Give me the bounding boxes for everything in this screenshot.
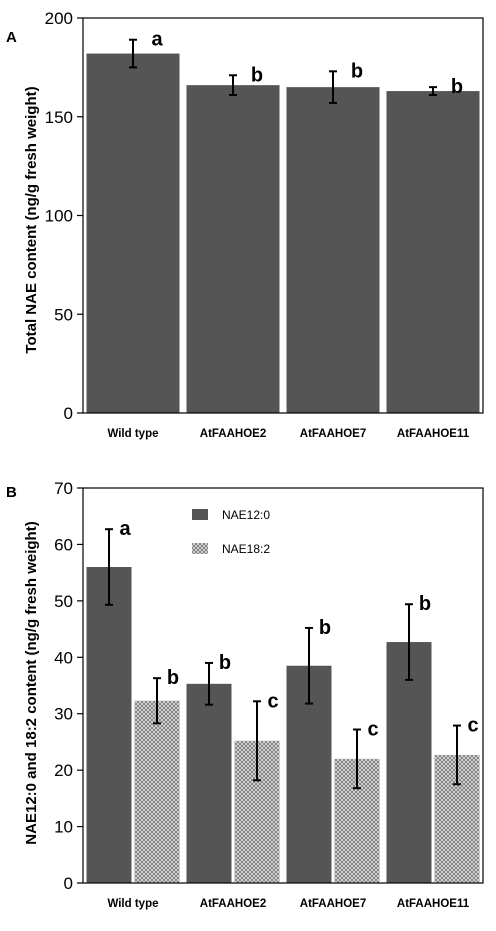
significance-letter-atfaahoe7: b <box>351 60 363 82</box>
y-tick-label: 100 <box>45 207 73 226</box>
bar-atfaahoe7 <box>286 87 380 413</box>
significance-letter-atfaahoe11: b <box>451 76 463 98</box>
bar-wild-type <box>86 53 180 414</box>
error-bar-wild-type <box>129 38 137 69</box>
bar-atfaahoe11 <box>386 91 480 413</box>
y-tick-label: 0 <box>64 874 73 893</box>
x-tick-label-atfaahoe11: AtFAAHOE11 <box>397 898 470 910</box>
y-tick-label: 0 <box>64 404 73 423</box>
error-bar-nae12-0-atfaahoe7 <box>305 626 313 705</box>
x-tick-label-atfaahoe7: AtFAAHOE7 <box>300 428 366 440</box>
legend-label-nae18-2: NAE18:2 <box>222 542 270 556</box>
significance-letter-nae12-0-atfaahoe11: b <box>419 593 431 615</box>
y-tick-label: 50 <box>54 305 73 324</box>
x-tick-label-atfaahoe2: AtFAAHOE2 <box>200 428 266 440</box>
panel-a-chart: A Total NAE content (ng/g fresh weight) … <box>6 9 484 440</box>
bar-nae18-2-wild-type <box>134 700 180 883</box>
x-tick-label-wild-type: Wild type <box>107 428 158 440</box>
significance-letter-atfaahoe2: b <box>251 64 263 86</box>
x-tick-label-atfaahoe7: AtFAAHOE7 <box>300 898 366 910</box>
significance-letter-nae12-0-wild-type: a <box>119 518 131 540</box>
significance-letter-nae18-2-atfaahoe11: c <box>467 715 478 737</box>
x-tick-label-atfaahoe11: AtFAAHOE11 <box>397 428 470 440</box>
error-bar-nae18-2-atfaahoe2 <box>253 700 261 782</box>
x-tick-label-atfaahoe2: AtFAAHOE2 <box>200 898 266 910</box>
bar-nae12-0-wild-type <box>86 567 132 883</box>
panel-a-y-axis-label: Total NAE content (ng/g fresh weight) <box>23 86 40 353</box>
significance-letter-nae18-2-wild-type: b <box>167 667 179 689</box>
y-tick-label: 70 <box>54 479 73 498</box>
significance-letter-nae12-0-atfaahoe7: b <box>319 617 331 639</box>
significance-letter-nae18-2-atfaahoe2: c <box>267 690 278 712</box>
significance-letter-nae18-2-atfaahoe7: c <box>367 719 378 741</box>
y-tick-label: 60 <box>54 535 73 554</box>
y-tick-label: 30 <box>54 705 73 724</box>
y-tick-label: 50 <box>54 592 73 611</box>
y-tick-label: 200 <box>45 9 73 28</box>
error-bar-atfaahoe11 <box>429 86 437 97</box>
error-bar-nae12-0-atfaahoe11 <box>405 603 413 681</box>
legend-label-nae12-0: NAE12:0 <box>222 508 270 522</box>
error-bar-atfaahoe2 <box>229 74 237 97</box>
panel-b-y-axis-label: NAE12:0 and 18:2 content (ng/g fresh wei… <box>23 521 40 844</box>
y-tick-label: 40 <box>54 648 73 667</box>
error-bar-atfaahoe7 <box>329 70 337 104</box>
error-bar-nae12-0-wild-type <box>105 528 113 606</box>
error-bar-nae12-0-atfaahoe2 <box>205 661 213 706</box>
error-bar-nae18-2-atfaahoe7 <box>353 728 361 790</box>
error-bar-nae18-2-atfaahoe11 <box>453 724 461 786</box>
bar-atfaahoe2 <box>186 85 280 414</box>
y-tick-label: 10 <box>54 818 73 837</box>
panel-b-plot-frame <box>82 487 484 884</box>
panel-b-chart: B NAE12:0 and 18:2 content (ng/g fresh w… <box>6 479 484 910</box>
error-bar-nae18-2-wild-type <box>153 677 161 725</box>
bar-nae12-0-atfaahoe11 <box>386 642 432 883</box>
panel-b-label: B <box>6 484 17 501</box>
legend-swatch-nae18-2 <box>192 543 208 554</box>
panel-b-legend: NAE12:0 NAE18:2 <box>192 508 270 556</box>
y-tick-label: 150 <box>45 108 73 127</box>
y-tick-label: 20 <box>54 761 73 780</box>
panel-a-label: A <box>6 29 17 46</box>
bar-nae12-0-atfaahoe2 <box>186 683 232 883</box>
significance-letter-nae12-0-atfaahoe2: b <box>219 652 231 674</box>
legend-swatch-nae12-0 <box>192 509 208 520</box>
x-tick-label-wild-type: Wild type <box>107 898 158 910</box>
significance-letter-wild-type: a <box>151 29 163 51</box>
panel-a-plot-frame <box>82 17 484 414</box>
